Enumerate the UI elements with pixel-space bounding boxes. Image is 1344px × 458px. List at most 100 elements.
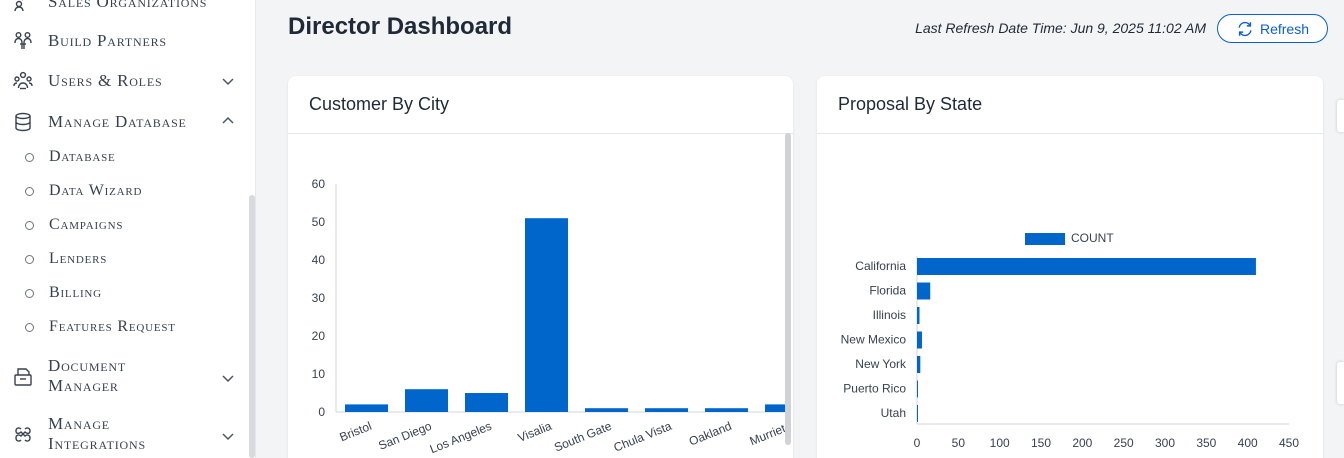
- y-tick-label: California: [855, 259, 906, 273]
- sidebar-item-manage-database[interactable]: Manage Database: [0, 111, 248, 133]
- x-tick-label: San Diego: [376, 419, 434, 453]
- side-panel-handle[interactable]: [1337, 100, 1344, 132]
- card-title: Proposal By State: [838, 94, 983, 114]
- last-refresh-label: Last Refresh Date Time:: [915, 20, 1067, 36]
- x-tick-label: 200: [1072, 436, 1092, 450]
- sidebar-subitem-database[interactable]: Database: [0, 147, 248, 169]
- card-scrollbar[interactable]: [785, 133, 791, 445]
- users-roles-icon: [12, 70, 34, 92]
- x-tick-label: Murrieta: [748, 419, 785, 449]
- bar: [917, 258, 1256, 275]
- database-icon: [12, 111, 34, 133]
- sidebar-subitem-label: Features Request: [49, 318, 176, 335]
- sidebar-item-manage-integrations[interactable]: Manage Integrations: [0, 414, 248, 454]
- x-tick-label: Visalia: [516, 419, 554, 445]
- y-tick-label: Florida: [869, 284, 906, 298]
- sidebar-subitem-features-request[interactable]: Features Request: [0, 317, 248, 339]
- bar: [465, 393, 508, 412]
- sidebar-item-label: Build Partners: [48, 31, 167, 50]
- x-tick-label: Oakland: [687, 419, 734, 449]
- sidebar-item-sales-organizations[interactable]: Sales Organizations: [0, 0, 248, 12]
- y-tick-label: Illinois: [873, 308, 906, 322]
- card-divider: [288, 133, 793, 134]
- x-tick-label: 50: [952, 436, 966, 450]
- y-tick-label: 0: [318, 405, 325, 419]
- sidebar-item-label: Sales Organizations: [48, 0, 208, 11]
- chevron-down-icon[interactable]: [220, 428, 236, 444]
- y-tick-label: Utah: [881, 406, 906, 420]
- circle-icon: [25, 323, 34, 332]
- chevron-down-icon[interactable]: [220, 370, 236, 386]
- y-tick-label: 30: [312, 291, 326, 305]
- x-tick-label: 300: [1155, 436, 1175, 450]
- y-tick-label: New Mexico: [841, 333, 907, 347]
- x-tick-label: Los Angeles: [428, 419, 494, 456]
- integrations-icon: [12, 424, 34, 446]
- legend-label: COUNT: [1071, 231, 1114, 245]
- sidebar: Sales Organizations Build Partners Users…: [0, 0, 256, 458]
- x-tick-label: Chula Vista: [612, 419, 674, 455]
- y-tick-label: 50: [312, 215, 326, 229]
- y-tick-label: Puerto Rico: [843, 382, 906, 396]
- x-tick-label: 250: [1114, 436, 1134, 450]
- sidebar-subitem-billing[interactable]: Billing: [0, 283, 248, 305]
- side-panel-handle[interactable]: [1337, 362, 1344, 404]
- circle-icon: [25, 255, 34, 264]
- chevron-up-icon[interactable]: [220, 113, 236, 129]
- legend-swatch: [1025, 233, 1065, 245]
- sidebar-item-label: Users & Roles: [48, 71, 163, 90]
- x-tick-label: 100: [990, 436, 1010, 450]
- x-tick-label: 450: [1279, 436, 1299, 450]
- partners-icon: [12, 30, 34, 52]
- sidebar-subitem-lenders[interactable]: Lenders: [0, 249, 248, 271]
- bar: [917, 380, 918, 398]
- x-tick-label: 350: [1196, 436, 1216, 450]
- sidebar-item-label: Document: [48, 356, 127, 375]
- refresh-button-label: Refresh: [1259, 20, 1310, 37]
- bar: [345, 404, 388, 412]
- refresh-button[interactable]: Refresh: [1217, 14, 1328, 43]
- y-tick-label: New York: [855, 357, 907, 371]
- sidebar-item-users-roles[interactable]: Users & Roles: [0, 70, 248, 92]
- sidebar-item-label-line2: Integrations: [48, 434, 146, 453]
- sidebar-subitem-label: Lenders: [49, 250, 108, 267]
- bar: [917, 282, 931, 300]
- y-tick-label: 20: [312, 329, 326, 343]
- x-tick-label: Bristol: [337, 419, 373, 444]
- x-tick-label: 0: [914, 436, 921, 450]
- sidebar-item-document-manager[interactable]: Document Manager: [0, 356, 248, 396]
- sidebar-item-label-line2: Manager: [48, 376, 119, 395]
- sidebar-subitem-label: Database: [49, 148, 116, 165]
- proposal-by-state-chart: 0 50 100 150 200 250 300 350 400 450 COUNT Californ…: [841, 231, 1300, 450]
- sidebar-subitem-label: Billing: [49, 284, 102, 301]
- last-refresh-value: Jun 9, 2025 11:02 AM: [1070, 20, 1206, 36]
- x-tick-label: 150: [1031, 436, 1051, 450]
- page-title: Director Dashboard: [288, 13, 513, 40]
- y-tick-label: 40: [312, 253, 326, 267]
- bar: [765, 404, 785, 412]
- document-manager-icon: [12, 366, 34, 388]
- circle-icon: [25, 221, 34, 230]
- proposal-by-state-card: Proposal By State 0 50 100 150 200 250 300 350 4…: [817, 76, 1323, 458]
- x-tick-label: 400: [1238, 436, 1258, 450]
- sidebar-scrollbar[interactable]: [249, 195, 255, 458]
- chevron-down-icon[interactable]: [220, 73, 236, 89]
- bar: [917, 356, 921, 373]
- bar: [585, 408, 628, 412]
- sidebar-item-build-partners[interactable]: Build Partners: [0, 30, 248, 52]
- chart-people-icon: [12, 0, 34, 13]
- sidebar-subitem-label: Data Wizard: [49, 182, 143, 199]
- y-tick-label: 60: [312, 177, 326, 191]
- card-title: Customer By City: [309, 94, 450, 114]
- x-tick-label: South Gate: [552, 419, 614, 455]
- circle-icon: [25, 153, 34, 162]
- sidebar-subitem-data-wizard[interactable]: Data Wizard: [0, 181, 248, 203]
- customer-by-city-card: Customer By City 0 10 20 30 40 50 60 Bristol San…: [288, 76, 793, 458]
- sidebar-item-label: Manage Database: [48, 112, 187, 131]
- bar: [405, 389, 448, 412]
- circle-icon: [25, 187, 34, 196]
- refresh-icon: [1238, 21, 1252, 36]
- bar: [525, 218, 568, 412]
- last-refresh-info: Last Refresh Date Time: Jun 9, 2025 11:0…: [915, 20, 1206, 36]
- sidebar-subitem-campaigns[interactable]: Campaigns: [0, 215, 248, 237]
